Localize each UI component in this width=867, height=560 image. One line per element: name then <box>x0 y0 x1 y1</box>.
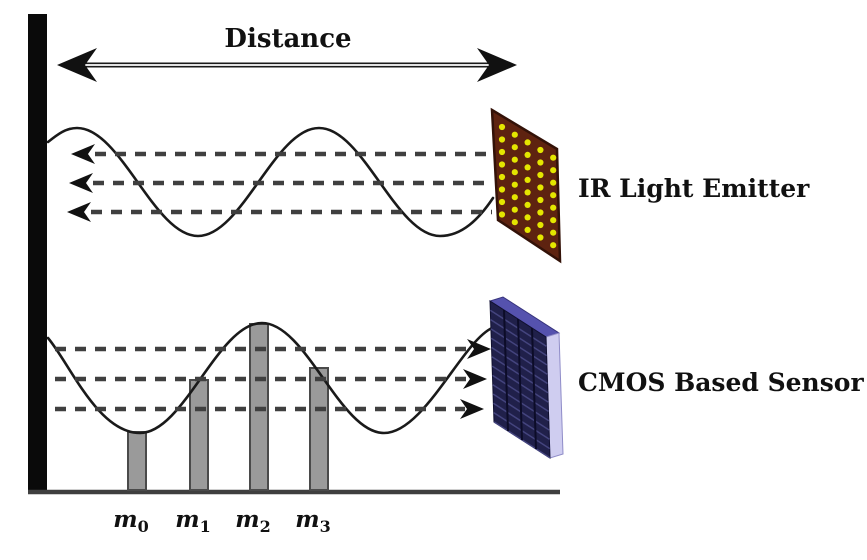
led-dot <box>550 179 557 186</box>
distance-arrow: Distance <box>57 24 517 82</box>
led-dot <box>498 173 506 181</box>
led-dot <box>524 139 531 146</box>
sample-label-base: m <box>175 506 199 533</box>
led-dot <box>511 181 518 188</box>
sample-label-base: m <box>113 506 137 533</box>
ray-arrowhead-left-icon <box>71 144 95 164</box>
distance-label: Distance <box>224 24 351 54</box>
sample-label-sub: 2 <box>260 517 271 536</box>
led-dot <box>511 131 518 138</box>
ray-arrowhead-left-icon <box>67 202 91 222</box>
led-dot <box>498 186 506 193</box>
led-dot <box>498 123 506 131</box>
led-dot <box>550 154 557 161</box>
sensor-column-line <box>531 327 537 450</box>
led-dot <box>550 242 557 249</box>
led-dot <box>537 234 544 241</box>
led-dot <box>537 221 544 229</box>
led-dot <box>537 171 544 179</box>
sample-label-m1: m1 <box>175 506 210 536</box>
sample-label-sub: 1 <box>200 517 211 536</box>
sensor-column-line <box>503 309 509 432</box>
led-dot <box>511 156 518 163</box>
sample-label-base: m <box>295 506 319 533</box>
target-wall <box>28 14 47 492</box>
arrowhead-right-icon <box>477 48 517 82</box>
sample-label-m3: m3 <box>295 506 330 536</box>
sensor-column-line <box>517 318 523 441</box>
led-dot <box>511 194 518 201</box>
led-dot <box>550 167 557 174</box>
ray-arrowhead-right-icon <box>460 399 484 419</box>
led-dot <box>498 161 506 168</box>
led-dot <box>498 148 506 156</box>
reflected-rays <box>55 339 491 419</box>
ray-arrowhead-left-icon <box>69 173 93 193</box>
led-dot <box>524 176 531 183</box>
sample-bar-m3 <box>309 367 329 491</box>
led-dot <box>498 136 506 143</box>
ray-arrowhead-right-icon <box>463 369 487 389</box>
led-dot <box>524 164 531 171</box>
emitted-wave <box>46 126 495 238</box>
led-dot <box>511 219 518 226</box>
led-dot <box>511 206 518 213</box>
emitter-led-grid <box>498 123 557 249</box>
reflected-wave <box>46 321 494 435</box>
emitted-rays <box>67 144 492 222</box>
led-dot <box>511 144 518 151</box>
sample-labels: m0 m1 m2 m3 <box>113 506 330 536</box>
ir-emitter <box>490 107 562 264</box>
led-dot <box>550 192 557 199</box>
led-dot <box>550 229 557 236</box>
led-dot <box>498 211 506 218</box>
led-dot <box>524 214 531 221</box>
arrowhead-left-icon <box>57 48 97 82</box>
sample-label-sub: 3 <box>320 517 331 536</box>
sample-label-sub: 0 <box>138 517 149 536</box>
led-dot <box>550 204 557 211</box>
led-dot <box>524 189 531 196</box>
led-dot <box>524 201 531 208</box>
sample-label-m2: m2 <box>235 506 270 536</box>
ray-arrowhead-right-icon <box>467 339 491 359</box>
led-dot <box>550 217 557 224</box>
led-dot <box>537 196 544 204</box>
led-dot <box>537 146 544 154</box>
led-dot <box>524 151 531 158</box>
led-dot <box>511 169 518 176</box>
led-dot <box>524 226 531 233</box>
sample-bar-m0 <box>127 431 147 491</box>
led-dot <box>498 198 506 206</box>
led-dot <box>537 159 544 166</box>
sample-bar-m1 <box>189 379 209 491</box>
ir-emitter-panel <box>490 107 562 264</box>
ir-emitter-label: IR Light Emitter <box>578 174 810 203</box>
cmos-sensor <box>488 296 564 459</box>
cmos-sensor-label: CMOS Based Sensor <box>578 368 864 397</box>
led-dot <box>537 184 544 191</box>
sample-label-m0: m0 <box>113 506 148 536</box>
sample-label-base: m <box>235 506 259 533</box>
led-dot <box>537 209 544 216</box>
